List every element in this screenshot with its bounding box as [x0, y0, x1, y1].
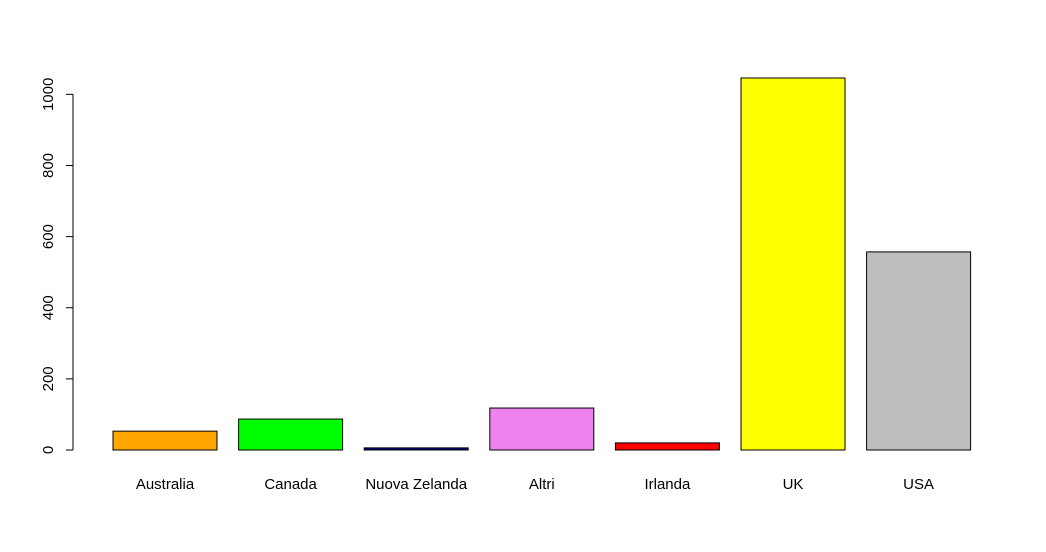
category-label-australia: Australia [136, 476, 195, 493]
bar-irlanda [614, 442, 720, 451]
category-label-usa: USA [903, 476, 934, 493]
bar-canada [238, 418, 344, 451]
bar-uk [740, 77, 846, 451]
y-tick-label-800: 800 [40, 153, 57, 178]
y-tick-label-0: 0 [40, 446, 57, 454]
category-label-canada: Canada [264, 476, 317, 493]
y-tick-label-200: 200 [40, 366, 57, 391]
category-label-nuova-zelanda: Nuova Zelanda [365, 476, 467, 493]
y-tick-label-400: 400 [40, 295, 57, 320]
category-label-uk: UK [783, 476, 804, 493]
category-label-altri: Altri [529, 476, 555, 493]
y-axis: 0 200 400 600 800 1000 [40, 78, 74, 454]
y-tick-label-1000: 1000 [40, 78, 57, 111]
bar-usa [866, 251, 972, 451]
category-labels: Australia Canada Nuova Zelanda Altri Irlanda… [136, 476, 934, 493]
bar-australia [112, 430, 218, 451]
bars-group [112, 77, 972, 451]
y-tick-label-600: 600 [40, 224, 57, 249]
bar-altri [489, 407, 595, 451]
category-label-irlanda: Irlanda [644, 476, 691, 493]
bar-nuova-zelanda [363, 447, 469, 451]
